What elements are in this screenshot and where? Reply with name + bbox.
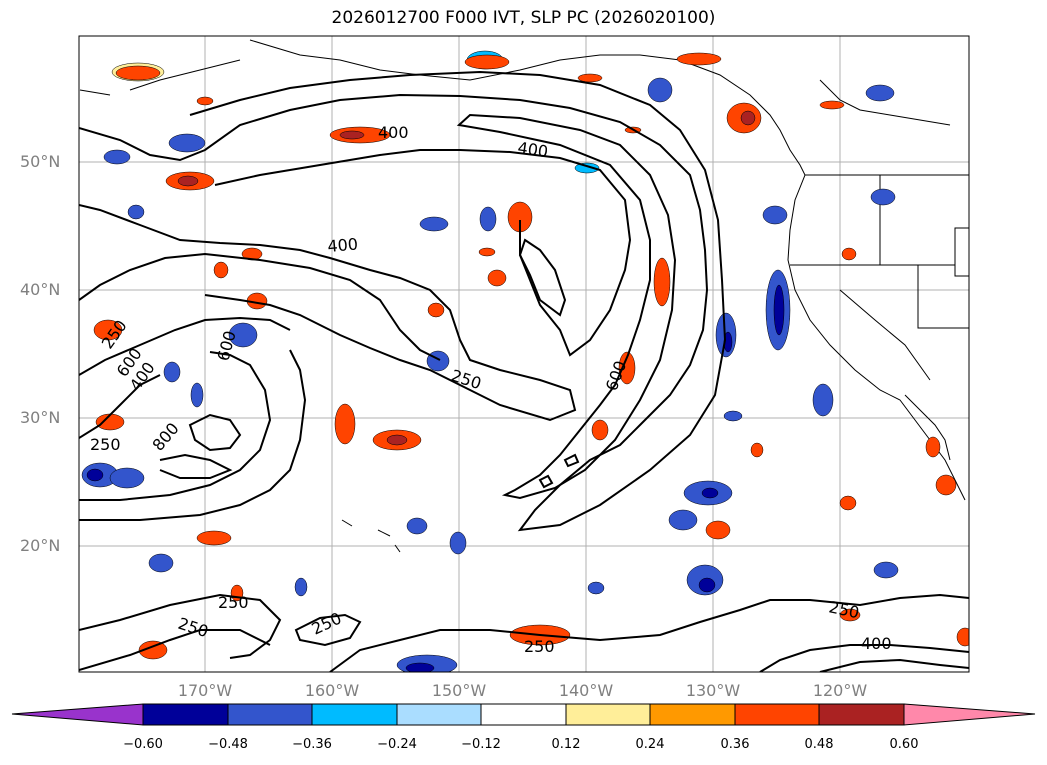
colorbar-extend-high [903, 703, 1036, 726]
colorbar-segment [480, 703, 567, 726]
longitude-label: 170°W [177, 681, 233, 700]
map-frame [78, 35, 970, 673]
longitude-label: 150°W [431, 681, 487, 700]
colorbar [11, 703, 1036, 726]
ivt-negative-regions [81, 50, 899, 672]
colorbar-tick-label: −0.36 [292, 737, 332, 752]
colorbar-tick-label: −0.48 [208, 737, 248, 752]
colorbar-tick-label: 0.36 [720, 737, 750, 752]
colorbar-segment [311, 703, 398, 726]
colorbar-segment [734, 703, 820, 726]
colorbar-segment [227, 703, 313, 726]
colorbar-tick-label: 0.12 [551, 737, 581, 752]
colorbar-tick-label: 0.60 [889, 737, 919, 752]
latitude-label: 40°N [20, 280, 61, 299]
graticule [79, 36, 969, 672]
contour-label: 400 [378, 123, 409, 142]
latitude-label: 50°N [20, 152, 61, 171]
contour-label: 400 [861, 634, 892, 653]
map-plot-area: 400 400 400 250 250 600 400 600 800 250 … [79, 36, 969, 672]
colorbar-tick-label: −0.12 [461, 737, 501, 752]
colorbar-segment [649, 703, 736, 726]
longitude-label: 120°W [812, 681, 868, 700]
contour-labels: 400 400 400 250 250 600 400 600 800 250 … [90, 123, 892, 656]
contour-label: 250 [218, 593, 249, 612]
colorbar-extend-low [11, 703, 144, 726]
colorbar-segment [565, 703, 651, 726]
colorbar-segment [818, 703, 905, 726]
contour-label: 250 [524, 637, 555, 656]
longitude-label: 130°W [685, 681, 741, 700]
contour-lines [79, 70, 969, 672]
map-title: 2026012700 F000 IVT, SLP PC (2026020100) [331, 8, 716, 28]
colorbar-tick-label: −0.60 [123, 737, 163, 752]
contour-label: 400 [516, 138, 549, 161]
longitude-label: 160°W [304, 681, 360, 700]
contour-label: 250 [90, 435, 121, 454]
longitude-label: 140°W [558, 681, 614, 700]
colorbar-tick-label: 0.24 [635, 737, 665, 752]
colorbar-segment [396, 703, 482, 726]
coastlines [79, 39, 969, 553]
latitude-label: 30°N [20, 408, 61, 427]
colorbar-segment [142, 703, 229, 726]
latitude-label: 20°N [20, 536, 61, 555]
contour-label: 400 [327, 234, 359, 256]
colorbar-tick-label: 0.48 [804, 737, 834, 752]
colorbar-tick-label: −0.24 [377, 737, 417, 752]
ivt-positive-regions [93, 52, 969, 660]
